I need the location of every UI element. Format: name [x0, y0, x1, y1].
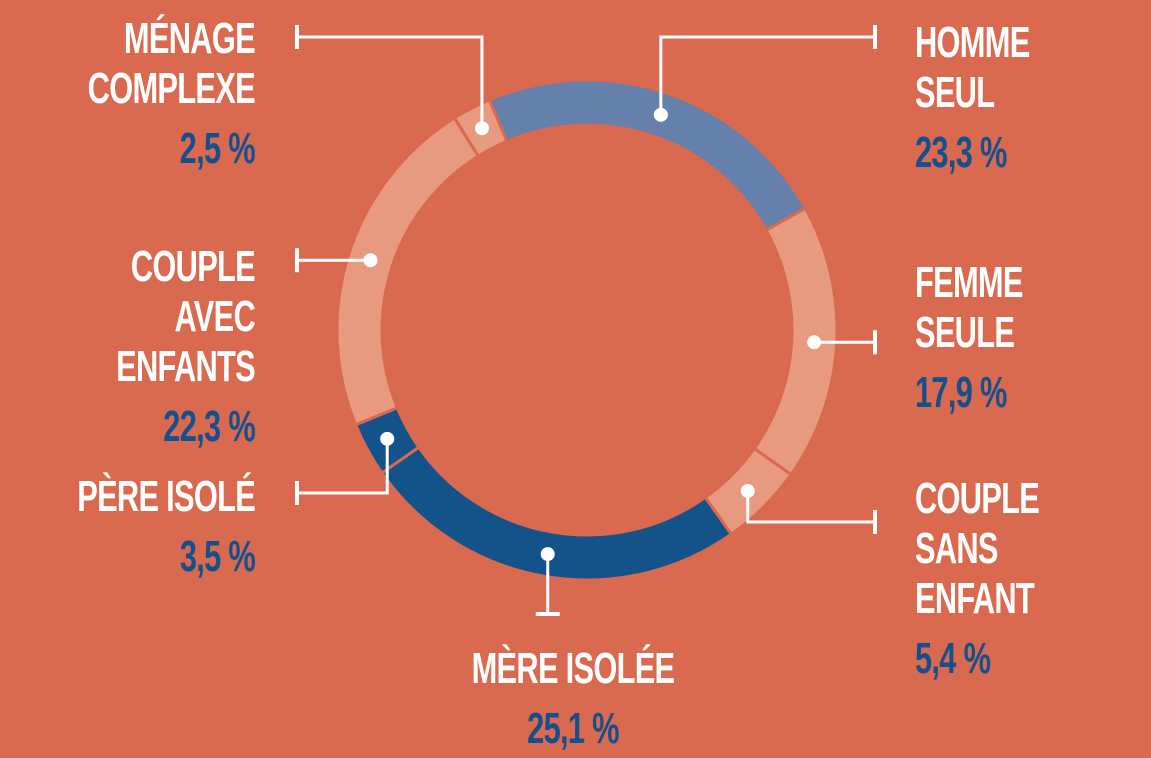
leader-dot	[380, 431, 395, 446]
value-label: 22,3 %	[163, 402, 255, 451]
leader-dot	[540, 547, 555, 562]
segment-label: PÈRE ISOLÉ 3,5 %	[77, 472, 256, 582]
leader-dot	[653, 107, 668, 122]
donut-segment	[379, 445, 734, 582]
leader-line	[746, 490, 875, 524]
leader-line	[297, 35, 484, 129]
value-label: 2,5 %	[179, 124, 256, 173]
segment-label: MÈRE ISOLÉE 25,1 %	[471, 644, 676, 754]
category-name: HOMME SEUL	[915, 18, 1030, 117]
value-label: 23,3 %	[915, 128, 1007, 177]
segment-label: MÉNAGE COMPLEXE 2,5 %	[87, 14, 256, 174]
leader-dot	[807, 335, 822, 350]
category-name: COUPLE AVEC ENFANTS	[116, 242, 256, 391]
value-label: 25,1 %	[527, 704, 619, 753]
category-name: MÉNAGE COMPLEXE	[87, 14, 256, 113]
value-label: 3,5 %	[179, 532, 256, 581]
leader-line	[659, 35, 875, 115]
value-label: 17,9 %	[915, 368, 1007, 417]
segment-label: HOMME SEUL 23,3 %	[915, 18, 1080, 178]
category-name: PÈRE ISOLÉ	[77, 472, 256, 521]
leader-dot	[363, 253, 378, 268]
category-name: COUPLE SANS ENFANT	[915, 474, 1040, 623]
segment-label: COUPLE SANS ENFANT 5,4 %	[915, 474, 1080, 684]
leader-dot	[474, 121, 489, 136]
category-name: FEMME SEULE	[915, 258, 1023, 357]
segment-label: COUPLE AVEC ENFANTS 22,3 %	[77, 242, 256, 452]
donut-segment	[335, 115, 481, 427]
leader-line	[297, 438, 389, 495]
value-label: 5,4 %	[915, 634, 991, 683]
category-name: MÈRE ISOLÉE	[471, 644, 676, 693]
donut-segment	[487, 78, 808, 233]
segment-label: FEMME SEULE 17,9 %	[915, 258, 1080, 418]
leader-dot	[740, 483, 755, 498]
